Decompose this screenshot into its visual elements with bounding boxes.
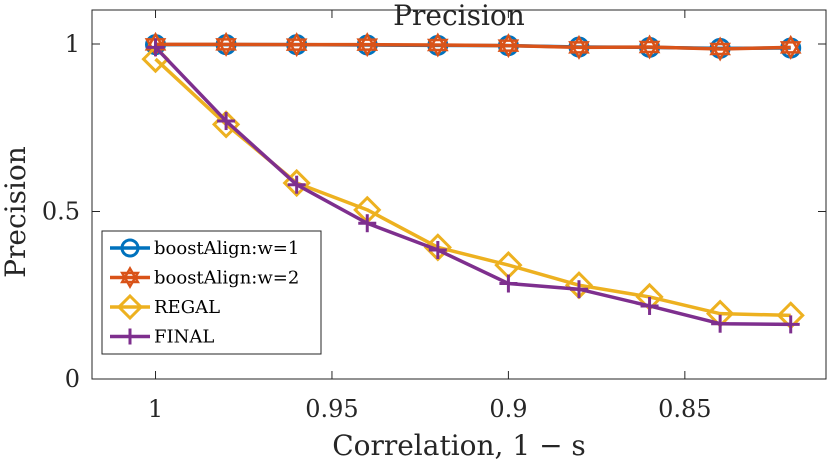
data-point [781, 315, 800, 334]
data-point [499, 274, 518, 293]
series-line [155, 42, 791, 51]
data-point [120, 238, 140, 258]
x-tick-label: 1 [148, 395, 163, 423]
series-line [154, 46, 791, 327]
axes: 1 0.95 0.9 0.85 0 0.5 1 [42, 10, 826, 423]
legend-item: boostAlign:w=2 [110, 266, 299, 289]
y-tick-label: 1 [65, 30, 80, 58]
legend-item: boostAlign:w=1 [110, 238, 299, 259]
legend-label: FINAL [154, 327, 214, 348]
legend: boostAlign:w=1 boostAlign:w=2 REGAL FINAL [101, 230, 322, 355]
data-point [358, 214, 377, 233]
data-point [711, 314, 730, 333]
data-point [120, 266, 140, 289]
data-point [779, 34, 802, 60]
x-tick-label: 0.9 [489, 395, 527, 423]
y-tick-label: 0 [65, 365, 80, 393]
data-point [428, 241, 447, 260]
data-point [569, 280, 588, 299]
data-point [287, 175, 306, 194]
legend-label: boostAlign:w=2 [154, 268, 299, 289]
data-point [122, 328, 138, 345]
data-point [709, 36, 731, 62]
data-point [285, 32, 308, 58]
legend-label: boostAlign:w=1 [154, 238, 299, 259]
data-point [146, 38, 165, 57]
data-point [568, 34, 590, 60]
x-axis-label: Correlation, 1 − s [332, 429, 586, 462]
data-point [638, 34, 661, 60]
x-tick-label: 0.95 [305, 395, 358, 423]
data-point [423, 233, 452, 262]
data-point [217, 112, 236, 131]
legend-item: FINAL [110, 327, 214, 348]
data-point [356, 32, 379, 58]
series-final [146, 38, 800, 334]
data-point [116, 293, 144, 321]
series-boostalign-w-2 [144, 31, 802, 62]
y-tick-label: 0.5 [42, 198, 80, 226]
y-axis-label: Precision [0, 146, 32, 278]
series-layer [141, 31, 805, 334]
legend-item: REGAL [110, 293, 220, 321]
legend-label: REGAL [154, 297, 220, 318]
chart-title: Precision [393, 0, 525, 32]
data-point [215, 31, 237, 57]
data-point [497, 33, 520, 59]
data-point [640, 296, 659, 315]
x-tick-label: 0.85 [658, 395, 711, 423]
data-point [427, 32, 449, 58]
